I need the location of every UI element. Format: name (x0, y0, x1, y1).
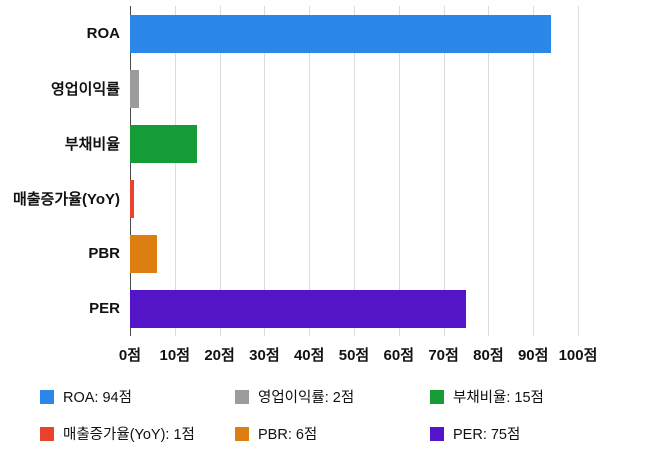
legend-item-pbr: PBR: 6점 (235, 423, 430, 444)
legend-swatch-roa (40, 389, 54, 404)
x-axis: 0점 10점 20점 30점 40점 50점 60점 70점 80점 90점 100점 (119, 344, 597, 364)
gridline (398, 6, 400, 336)
gridline (443, 6, 445, 336)
x-tick-label: 30점 (249, 347, 280, 364)
gridline (533, 6, 535, 336)
legend-label: 매출증가율(YoY): 1점 (63, 427, 195, 443)
category-label-roa: ROA (86, 25, 120, 42)
x-tick-label: 60점 (383, 347, 415, 364)
gridline (354, 6, 355, 336)
x-tick-label: 70점 (428, 347, 459, 364)
category-label-debt-ratio: 부채비율 (64, 136, 120, 153)
legend-item-per: PER: 75점 (430, 423, 625, 444)
x-tick-label: 10점 (159, 347, 191, 364)
category-label-revenue-growth-yoy: 매출증가율(YoY) (12, 191, 120, 208)
legend-swatch-debt-ratio (430, 389, 444, 404)
category-label-operating-margin: 영업이익률 (50, 81, 120, 98)
plot-area (130, 6, 579, 336)
legend-item-revenue-growth-yoy: 매출증가율(YoY): 1점 (40, 423, 235, 444)
category-label-per: PER (89, 300, 120, 317)
x-tick-label: 50점 (338, 347, 370, 364)
legend-label: PER: 75점 (453, 427, 521, 443)
gridline (174, 6, 176, 336)
legend-label: 영업이익률: 2점 (258, 390, 355, 406)
bar-pbr (130, 234, 157, 273)
x-tick-label: 40점 (293, 347, 325, 364)
legend-swatch-per (430, 426, 444, 441)
legend-swatch-operating-margin (235, 389, 249, 404)
bar-revenue-growth-yoy (130, 179, 135, 218)
bar-operating-margin (130, 69, 139, 108)
gridline (219, 6, 221, 336)
x-tick-label: 80점 (473, 347, 504, 364)
legend-label: PBR: 6점 (258, 427, 318, 443)
legend-swatch-pbr (235, 426, 249, 441)
legend-item-operating-margin: 영업이익률: 2점 (235, 386, 430, 407)
x-tick-label: 100점 (558, 347, 598, 364)
gridline (488, 6, 490, 336)
bar-per (130, 289, 466, 328)
legend-label: ROA: 94점 (63, 390, 132, 406)
gridline (578, 6, 579, 336)
bar-roa (130, 14, 552, 53)
y-axis-line (130, 6, 131, 336)
legend-swatch-revenue-growth-yoy (40, 426, 54, 441)
x-tick-label: 90점 (517, 347, 549, 364)
legend-item-roa: ROA: 94점 (40, 386, 235, 407)
legend-label: 부채비율: 15점 (453, 390, 544, 406)
category-label-pbr: PBR (88, 245, 120, 262)
x-tick-label: 0점 (118, 347, 142, 364)
x-tick-label: 20점 (204, 347, 235, 364)
gridline (264, 6, 266, 336)
gridline (309, 6, 311, 336)
bar-debt-ratio (130, 124, 198, 163)
legend-item-debt-ratio: 부채비율: 15점 (430, 386, 625, 407)
